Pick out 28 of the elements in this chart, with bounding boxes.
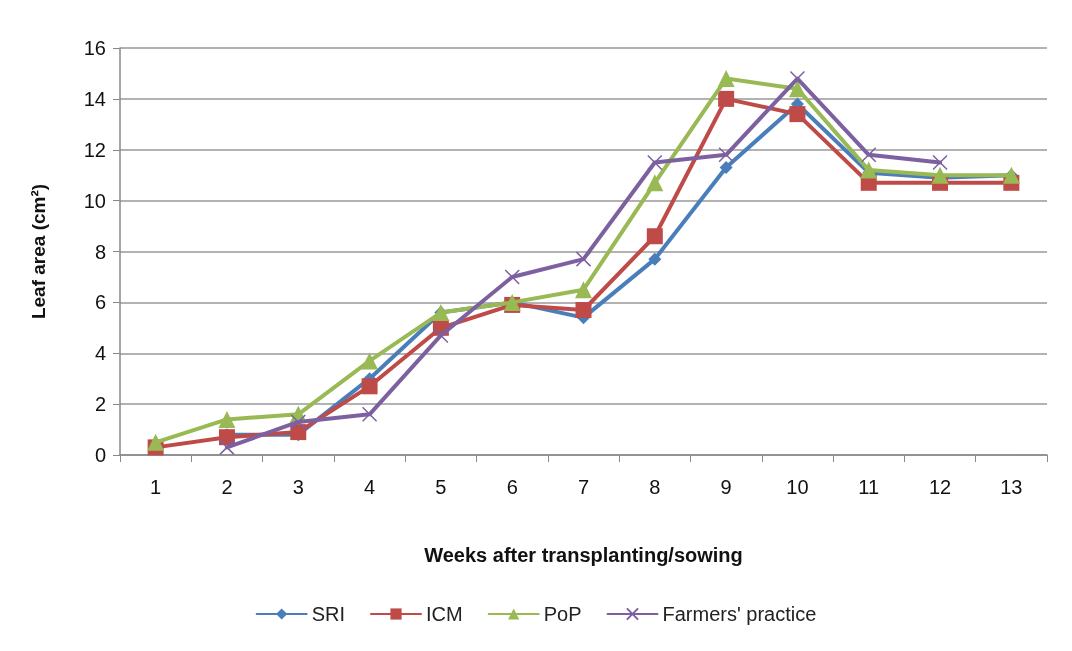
y-tick-label: 8 [94,240,106,263]
y-tick-label: 10 [83,189,106,212]
x-tick-label: 8 [649,476,661,498]
x-tick-label: 6 [506,476,518,498]
y-tick-label: 14 [83,87,106,110]
y-tick-label: 12 [83,138,106,161]
y-tick-label: 6 [94,291,106,314]
y-tick-label: 2 [94,393,106,416]
x-tick-label: 4 [364,476,376,498]
x-tick-label: 3 [292,476,304,498]
x-tick-label: 1 [150,476,162,498]
legend-label: PoP [543,603,582,625]
x-tick-label: 5 [435,476,447,498]
x-tick-label: 7 [577,476,590,498]
x-tick-label: 13 [1000,476,1023,498]
y-tick-label: 16 [83,37,106,59]
x-tick-label: 11 [858,476,880,498]
x-tick-label: 12 [928,476,952,498]
x-axis-title: Weeks after transplanting/sowing [424,544,743,566]
legend-label: SRI [311,603,346,625]
y-axis-title: Leaf area (cm²) [28,183,49,320]
legend-label: ICM [426,603,463,625]
y-tick-label: 4 [94,342,106,365]
x-tick-label: 10 [786,476,809,498]
y-tick-label: 0 [94,444,106,466]
x-tick-label: 2 [221,476,233,498]
x-tick-label: 9 [720,476,732,498]
legend-label: Farmers' practice [662,603,817,625]
